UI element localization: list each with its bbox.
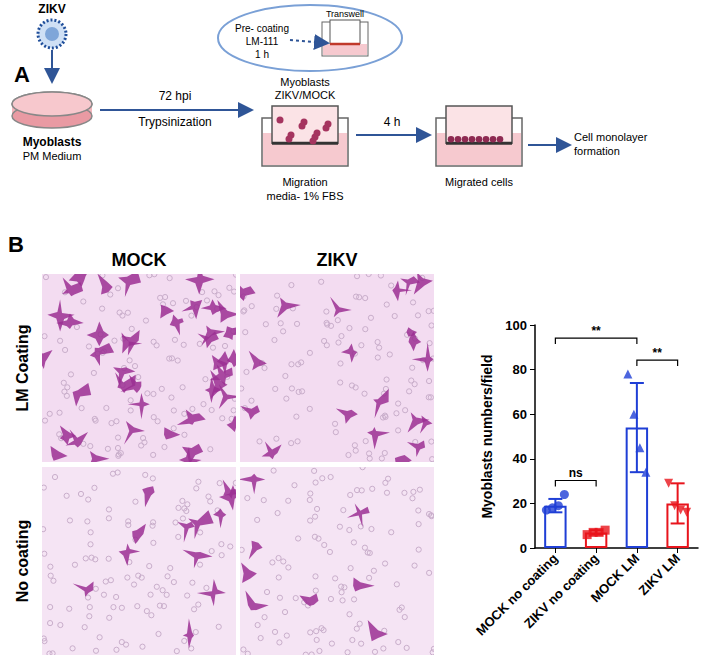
svg-text:Myoblasts numbers/field: Myoblasts numbers/field	[479, 354, 495, 518]
svg-text:A: A	[14, 62, 30, 87]
svg-text:LM-111: LM-111	[246, 36, 279, 47]
svg-text:B: B	[8, 232, 24, 257]
svg-text:Myoblasts: Myoblasts	[280, 76, 330, 88]
svg-text:60: 60	[513, 407, 527, 422]
svg-text:ZIKV no coating: ZIKV no coating	[521, 551, 602, 632]
svg-text:MOCK no coating: MOCK no coating	[473, 550, 561, 639]
svg-text:Trypsinization: Trypsinization	[138, 115, 212, 129]
svg-text:LM Coating: LM Coating	[14, 324, 31, 411]
svg-text:ZIKV: ZIKV	[316, 250, 357, 270]
svg-text:0: 0	[520, 541, 527, 556]
svg-text:formation: formation	[574, 145, 620, 157]
svg-text:**: **	[653, 346, 663, 360]
svg-text:72 hpi: 72 hpi	[159, 89, 192, 103]
svg-text:**: **	[591, 324, 601, 338]
svg-text:80: 80	[513, 362, 527, 377]
svg-text:No coating: No coating	[14, 520, 31, 603]
svg-text:Migration: Migration	[282, 176, 327, 188]
svg-text:20: 20	[513, 496, 527, 511]
svg-text:MOCK LM: MOCK LM	[588, 551, 642, 605]
svg-text:media- 1% FBS: media- 1% FBS	[266, 190, 343, 202]
svg-text:Pre- coating: Pre- coating	[235, 23, 289, 34]
svg-text:Transwell: Transwell	[326, 9, 364, 19]
svg-text:4 h: 4 h	[384, 115, 401, 129]
svg-text:MOCK: MOCK	[112, 250, 167, 270]
svg-text:Cell monolayer: Cell monolayer	[574, 131, 648, 143]
svg-text:40: 40	[513, 451, 527, 466]
svg-text:ZIKV/MOCK: ZIKV/MOCK	[275, 89, 336, 101]
svg-text:100: 100	[505, 318, 527, 333]
svg-text:ns: ns	[569, 466, 583, 480]
svg-text:Myoblasts: Myoblasts	[23, 135, 82, 149]
svg-text:PM Medium: PM Medium	[23, 150, 82, 162]
svg-text:Migrated cells: Migrated cells	[445, 176, 513, 188]
svg-text:ZIKV LM: ZIKV LM	[636, 551, 683, 598]
svg-text:ZIKV: ZIKV	[38, 2, 65, 16]
svg-text:1 h: 1 h	[255, 49, 269, 60]
